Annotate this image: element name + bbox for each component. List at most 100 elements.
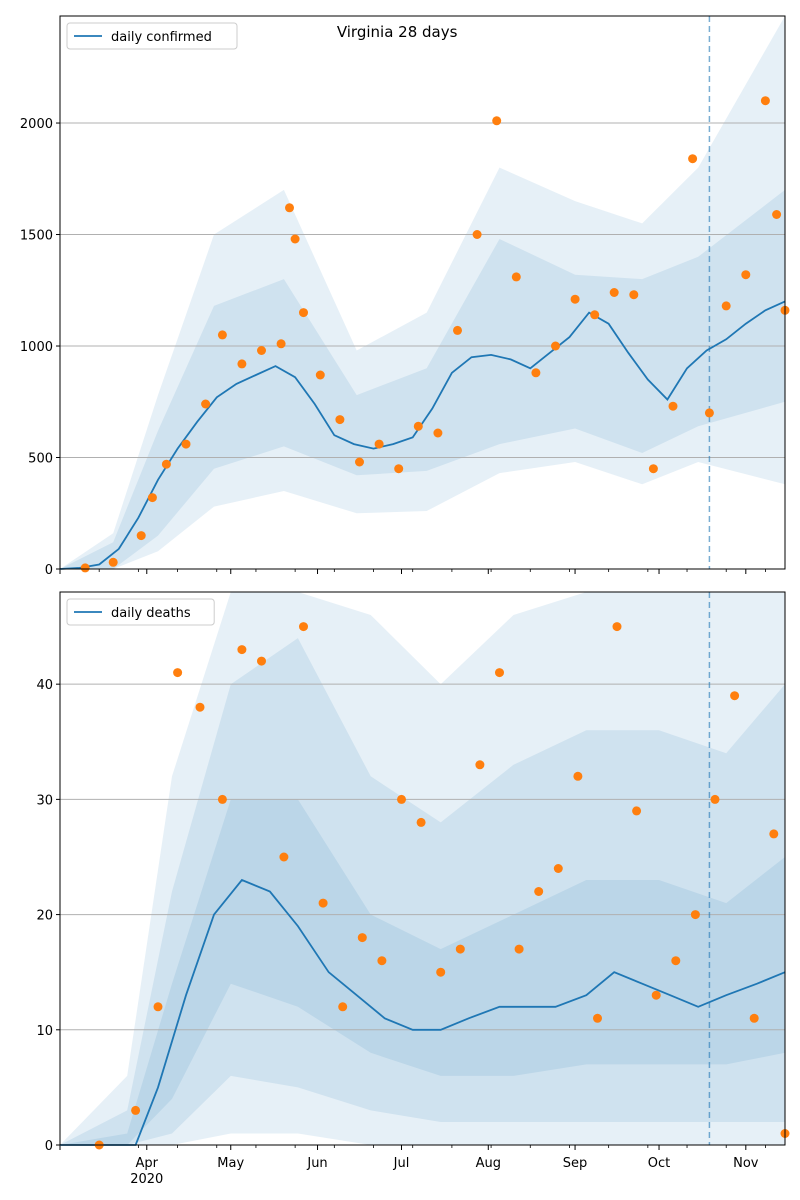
data-point <box>741 270 751 280</box>
y-tick-label: 10 <box>36 1024 53 1039</box>
data-point <box>651 990 661 1000</box>
data-point <box>612 622 622 632</box>
x-tick-label: Aug <box>476 1156 501 1171</box>
data-point <box>730 691 740 701</box>
data-point <box>217 794 227 804</box>
axes-frame <box>59 15 786 570</box>
x-tick-label: Jul <box>393 1156 410 1171</box>
uncertainty-band-2 <box>60 799 785 1145</box>
uncertainty-band-0 <box>60 16 785 569</box>
data-point <box>433 428 443 438</box>
data-point <box>161 459 171 469</box>
y-tick-label: 500 <box>28 452 53 467</box>
data-point <box>136 531 146 541</box>
data-point <box>690 910 700 920</box>
data-point <box>455 944 465 954</box>
data-point <box>531 368 541 378</box>
data-point <box>131 1105 141 1115</box>
data-point <box>355 457 364 467</box>
data-point <box>704 408 714 418</box>
legend-box <box>66 22 238 50</box>
data-point <box>632 806 642 816</box>
data-point <box>201 399 211 409</box>
confirmed-panel: 0 500 1000 1500 2000 daily confirmed Virginia … <box>20 15 790 578</box>
data-point <box>173 668 183 678</box>
data-point <box>290 234 300 244</box>
data-point <box>153 1002 163 1012</box>
data-point <box>279 852 289 862</box>
data-point <box>553 864 563 873</box>
data-point <box>195 702 205 712</box>
data-point <box>338 1002 348 1012</box>
data-point <box>217 330 227 340</box>
y-tick-label: 20 <box>36 909 53 924</box>
legend-label: daily deaths <box>111 606 191 621</box>
uncertainty-band-1 <box>60 638 785 1145</box>
data-point <box>181 439 191 449</box>
data-point <box>749 1013 759 1023</box>
data-point <box>377 956 387 966</box>
data-point <box>590 310 600 320</box>
data-point <box>315 370 325 380</box>
data-point <box>416 817 426 827</box>
y-tick-label: 0 <box>45 563 53 578</box>
data-point <box>276 339 286 349</box>
x-tick-label: Oct <box>648 1156 670 1171</box>
data-point <box>668 401 678 411</box>
x-tick-year-label: 2020 <box>130 1172 163 1187</box>
uncertainty-band-0 <box>60 592 785 1145</box>
x-tick-label: Jun <box>306 1156 327 1171</box>
data-point <box>237 359 247 369</box>
data-point <box>648 464 658 474</box>
y-tick-label: 1500 <box>20 229 53 244</box>
data-point <box>495 668 504 678</box>
x-tick-label: Sep <box>563 1156 588 1171</box>
data-point <box>511 272 521 282</box>
x-tick-label: Apr <box>136 1156 159 1171</box>
uncertainty-band-1 <box>60 189 785 569</box>
data-point <box>374 439 384 449</box>
data-point <box>769 829 779 839</box>
data-point <box>710 794 720 804</box>
data-point <box>394 464 404 474</box>
axes-frame <box>59 591 786 1146</box>
data-point <box>257 656 266 666</box>
x-tick-label: Nov <box>733 1156 759 1171</box>
legend-label: daily confirmed <box>111 30 212 45</box>
data-point <box>147 493 157 503</box>
x-tick-label: May <box>217 1156 244 1171</box>
y-tick-label: 1000 <box>20 340 53 355</box>
y-tick-label: 30 <box>36 793 53 808</box>
data-point <box>593 1013 602 1023</box>
data-point <box>257 346 266 355</box>
data-point <box>413 421 423 431</box>
data-point <box>299 622 308 632</box>
series-line <box>60 878 786 1146</box>
data-point <box>436 967 446 977</box>
data-point <box>299 308 308 318</box>
data-point <box>492 116 502 126</box>
legend-box <box>66 598 215 626</box>
data-point <box>551 341 560 351</box>
data-point <box>335 415 345 425</box>
data-point <box>721 301 731 311</box>
data-point <box>357 933 367 943</box>
data-point <box>108 557 118 567</box>
data-point <box>570 294 580 304</box>
data-point <box>397 794 406 804</box>
data-point <box>237 645 247 655</box>
data-point <box>760 96 770 106</box>
data-point <box>629 290 639 300</box>
data-point <box>573 771 583 781</box>
y-tick-label: 40 <box>36 678 53 693</box>
y-tick-label: 2000 <box>20 117 53 132</box>
data-point <box>671 956 681 966</box>
data-point <box>80 563 90 573</box>
data-point <box>472 230 482 239</box>
y-tick-label: 0 <box>45 1139 53 1154</box>
series-line <box>59 300 786 570</box>
data-point <box>475 760 485 770</box>
data-point <box>688 154 698 164</box>
